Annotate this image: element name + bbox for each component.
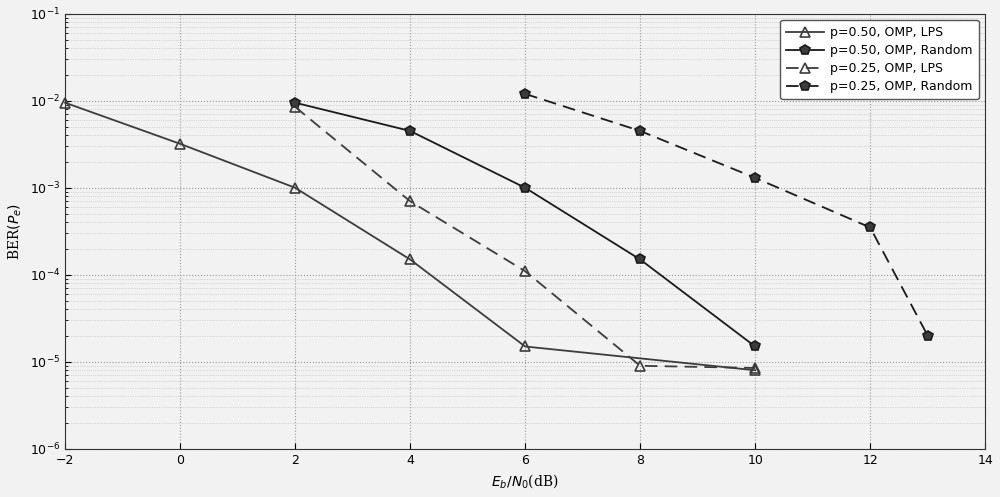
Legend: p=0.50, OMP, LPS, p=0.50, OMP, Random, p=0.25, OMP, LPS, p=0.25, OMP, Random: p=0.50, OMP, LPS, p=0.50, OMP, Random, p… bbox=[780, 20, 979, 99]
p=0.25, OMP, LPS bbox=[289, 104, 301, 110]
Line: p=0.25, OMP, LPS: p=0.25, OMP, LPS bbox=[290, 102, 760, 373]
p=0.50, OMP, LPS bbox=[404, 256, 416, 262]
Line: p=0.50, OMP, LPS: p=0.50, OMP, LPS bbox=[60, 98, 760, 375]
Line: p=0.50, OMP, Random: p=0.50, OMP, Random bbox=[290, 98, 760, 351]
p=0.25, OMP, LPS bbox=[749, 365, 761, 371]
p=0.25, OMP, Random bbox=[634, 128, 646, 134]
p=0.50, OMP, LPS bbox=[174, 141, 186, 147]
p=0.50, OMP, LPS bbox=[289, 185, 301, 191]
p=0.25, OMP, Random bbox=[864, 225, 876, 231]
p=0.25, OMP, LPS bbox=[634, 363, 646, 369]
p=0.50, OMP, LPS bbox=[59, 100, 71, 106]
p=0.50, OMP, Random bbox=[289, 100, 301, 106]
p=0.50, OMP, Random bbox=[634, 256, 646, 262]
Y-axis label: BER$(P_e)$: BER$(P_e)$ bbox=[7, 203, 24, 260]
p=0.50, OMP, LPS bbox=[749, 367, 761, 373]
Line: p=0.25, OMP, Random: p=0.25, OMP, Random bbox=[520, 89, 933, 340]
p=0.25, OMP, Random bbox=[749, 175, 761, 181]
p=0.50, OMP, LPS bbox=[519, 343, 531, 349]
p=0.25, OMP, Random bbox=[519, 91, 531, 97]
p=0.25, OMP, Random bbox=[922, 332, 934, 338]
p=0.25, OMP, LPS bbox=[519, 268, 531, 274]
X-axis label: $E_b/N_0$(dB): $E_b/N_0$(dB) bbox=[491, 472, 559, 490]
p=0.25, OMP, LPS bbox=[404, 198, 416, 204]
p=0.50, OMP, Random bbox=[749, 343, 761, 349]
p=0.50, OMP, Random bbox=[404, 128, 416, 134]
p=0.50, OMP, Random bbox=[519, 185, 531, 191]
